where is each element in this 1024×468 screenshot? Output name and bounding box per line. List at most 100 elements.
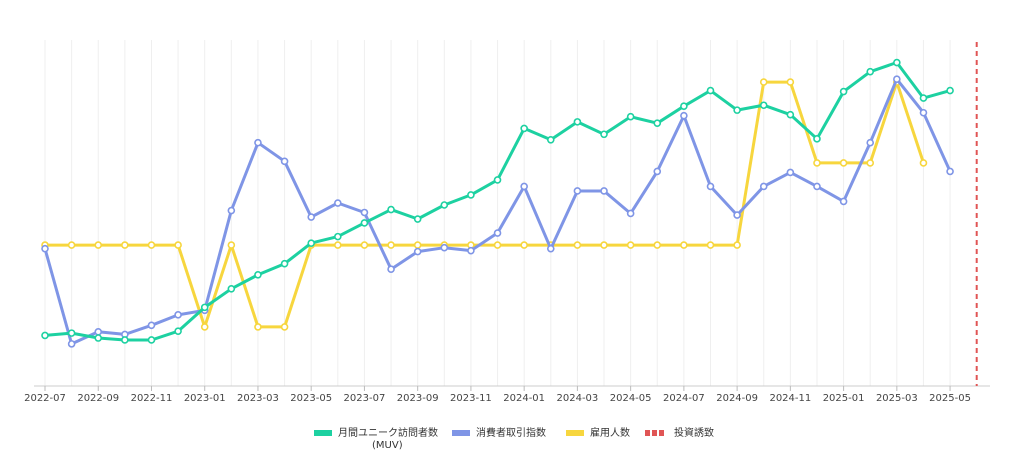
data-point-consumer-index[interactable] <box>919 108 928 117</box>
data-point-muv[interactable] <box>227 284 236 293</box>
data-point-consumer-index[interactable] <box>813 182 821 191</box>
data-point-employees[interactable] <box>706 241 715 249</box>
data-point-consumer-index[interactable] <box>280 157 289 166</box>
data-point-muv[interactable] <box>147 336 156 344</box>
data-point-employees[interactable] <box>759 78 768 86</box>
legend-item-employees[interactable]: 雇用人数 <box>566 426 630 439</box>
data-point-employees[interactable] <box>147 241 156 249</box>
data-point-muv[interactable] <box>626 112 635 121</box>
data-point-consumer-index[interactable] <box>387 265 395 274</box>
data-point-muv[interactable] <box>600 130 608 139</box>
data-point-consumer-index[interactable] <box>520 182 528 191</box>
data-point-muv[interactable] <box>546 136 555 144</box>
data-point-muv[interactable] <box>653 119 662 127</box>
legend-item-investment[interactable]: 投資誘致 <box>645 426 714 439</box>
data-point-muv[interactable] <box>680 102 688 111</box>
data-point-consumer-index[interactable] <box>706 182 715 191</box>
data-point-muv[interactable] <box>94 334 103 342</box>
data-point-muv[interactable] <box>786 110 795 119</box>
data-point-employees[interactable] <box>839 159 848 167</box>
data-point-muv[interactable] <box>893 58 901 67</box>
data-point-employees[interactable] <box>67 241 76 249</box>
data-point-consumer-index[interactable] <box>946 167 954 176</box>
data-point-muv[interactable] <box>121 336 129 344</box>
data-point-muv[interactable] <box>387 205 395 214</box>
data-point-consumer-index[interactable] <box>227 206 236 215</box>
data-point-muv[interactable] <box>520 124 528 133</box>
data-point-muv[interactable] <box>706 86 715 95</box>
data-point-consumer-index[interactable] <box>680 111 688 120</box>
data-point-muv[interactable] <box>413 215 422 223</box>
data-point-muv[interactable] <box>334 232 342 241</box>
data-point-employees[interactable] <box>733 241 741 249</box>
data-point-consumer-index[interactable] <box>67 340 76 348</box>
data-point-employees[interactable] <box>813 159 821 167</box>
data-point-employees[interactable] <box>200 323 209 331</box>
data-point-muv[interactable] <box>307 239 316 247</box>
data-point-consumer-index[interactable] <box>573 187 582 195</box>
data-point-consumer-index[interactable] <box>174 311 182 319</box>
data-point-consumer-index[interactable] <box>334 199 342 207</box>
data-point-muv[interactable] <box>41 331 49 340</box>
data-point-consumer-index[interactable] <box>467 246 475 255</box>
data-point-consumer-index[interactable] <box>360 208 369 217</box>
data-point-consumer-index[interactable] <box>626 209 635 218</box>
data-point-muv[interactable] <box>280 259 289 268</box>
data-point-employees[interactable] <box>786 78 795 86</box>
data-point-consumer-index[interactable] <box>839 197 848 206</box>
data-point-muv[interactable] <box>440 201 449 209</box>
data-point-employees[interactable] <box>680 241 688 249</box>
data-point-muv[interactable] <box>200 303 209 312</box>
data-point-consumer-index[interactable] <box>546 244 555 253</box>
data-point-employees[interactable] <box>653 241 662 249</box>
data-point-employees[interactable] <box>413 241 422 249</box>
data-point-consumer-index[interactable] <box>653 167 662 176</box>
data-point-employees[interactable] <box>520 241 528 249</box>
data-point-employees[interactable] <box>227 241 236 249</box>
data-point-consumer-index[interactable] <box>600 187 608 195</box>
data-point-muv[interactable] <box>733 106 741 114</box>
data-point-employees[interactable] <box>360 241 369 249</box>
data-point-employees[interactable] <box>254 323 262 331</box>
data-point-muv[interactable] <box>67 329 76 337</box>
data-point-employees[interactable] <box>280 323 289 331</box>
data-point-employees[interactable] <box>493 241 502 249</box>
data-point-muv[interactable] <box>866 67 875 76</box>
data-point-consumer-index[interactable] <box>759 182 768 191</box>
data-point-employees[interactable] <box>174 241 182 249</box>
data-point-consumer-index[interactable] <box>254 138 262 147</box>
data-point-consumer-index[interactable] <box>733 211 741 219</box>
data-point-consumer-index[interactable] <box>147 321 156 330</box>
data-point-employees[interactable] <box>121 241 129 249</box>
data-point-employees[interactable] <box>573 241 582 249</box>
data-point-consumer-index[interactable] <box>94 328 103 336</box>
data-point-employees[interactable] <box>334 241 342 249</box>
data-point-consumer-index[interactable] <box>786 168 795 177</box>
data-point-employees[interactable] <box>94 241 103 249</box>
data-point-consumer-index[interactable] <box>413 247 422 256</box>
data-point-muv[interactable] <box>919 94 928 102</box>
data-point-consumer-index[interactable] <box>493 229 502 237</box>
data-point-consumer-index[interactable] <box>893 75 901 83</box>
data-point-muv[interactable] <box>254 270 262 279</box>
data-point-muv[interactable] <box>467 191 475 199</box>
legend-item-muv[interactable]: 月間ユニーク訪問者数 (MUV) <box>314 426 438 451</box>
data-point-muv[interactable] <box>493 176 502 184</box>
data-point-muv[interactable] <box>573 118 582 126</box>
data-point-consumer-index[interactable] <box>866 138 875 147</box>
data-point-consumer-index[interactable] <box>440 243 449 252</box>
legend-item-consumer-index[interactable]: 消費者取引指数 <box>452 426 546 439</box>
data-point-muv[interactable] <box>174 327 182 335</box>
data-point-consumer-index[interactable] <box>41 244 49 253</box>
data-point-employees[interactable] <box>866 159 875 167</box>
data-point-muv[interactable] <box>946 86 954 95</box>
data-point-consumer-index[interactable] <box>307 213 316 221</box>
data-point-employees[interactable] <box>919 159 928 167</box>
data-point-employees[interactable] <box>387 241 395 249</box>
data-point-muv[interactable] <box>839 87 848 96</box>
data-point-employees[interactable] <box>626 241 635 249</box>
data-point-muv[interactable] <box>360 219 369 227</box>
data-point-muv[interactable] <box>759 101 768 110</box>
data-point-muv[interactable] <box>813 135 821 143</box>
data-point-employees[interactable] <box>600 241 608 249</box>
